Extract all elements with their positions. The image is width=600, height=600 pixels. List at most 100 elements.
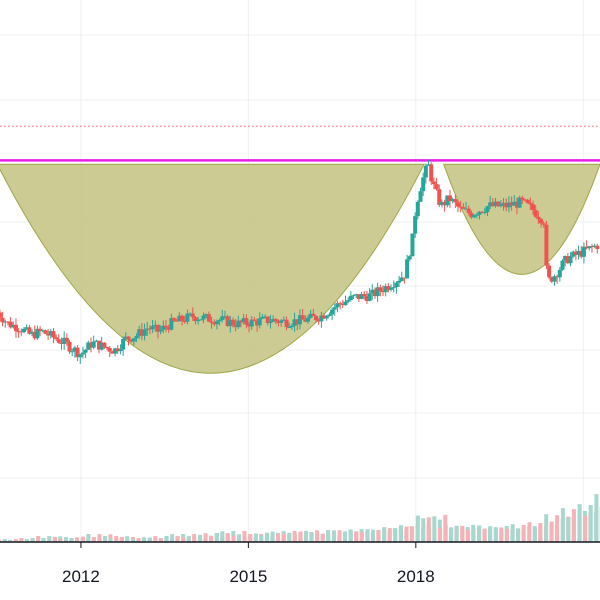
candle-body: [38, 328, 43, 331]
candle-body: [359, 293, 364, 299]
candle-body: [555, 276, 560, 278]
volume-bar: [454, 525, 459, 542]
volume-bar: [337, 530, 342, 542]
candle-body: [11, 324, 16, 328]
volume-bar: [594, 494, 599, 542]
candle-body: [225, 316, 230, 327]
candle-body: [544, 224, 549, 266]
candle-body: [276, 320, 281, 323]
candle-body: [541, 223, 546, 225]
candle-body: [134, 335, 139, 339]
volume-bar: [276, 533, 281, 542]
volume-bar: [449, 527, 454, 542]
volume-bars: [0, 494, 600, 542]
candle-body: [397, 280, 402, 283]
candle-body: [158, 329, 163, 332]
candle-body: [370, 289, 375, 294]
candle-body: [35, 328, 40, 339]
volume-bar: [64, 539, 69, 542]
volume-bar: [103, 536, 108, 542]
candle-body: [271, 319, 276, 322]
volume-bar: [181, 537, 186, 542]
candle-body: [67, 341, 72, 352]
candle-body: [485, 206, 490, 212]
candle-body: [204, 314, 209, 316]
candle-body: [212, 322, 217, 325]
candle-body: [201, 315, 206, 320]
candle-body: [13, 324, 18, 332]
candle-body: [410, 233, 415, 257]
candle-body: [338, 303, 343, 305]
volume-bar: [493, 528, 498, 542]
candle-body: [247, 324, 252, 327]
candle-body: [75, 347, 80, 358]
candle-body: [300, 315, 305, 320]
candle-body: [265, 316, 270, 324]
volume-bar: [75, 539, 80, 542]
candle-body: [474, 214, 479, 216]
candle-body: [480, 211, 485, 213]
volume-bar: [382, 527, 387, 542]
volume-bar: [220, 531, 225, 542]
volume-bar: [119, 537, 124, 542]
candle-body: [59, 342, 64, 344]
volume-bar: [142, 539, 147, 542]
volume-bar: [443, 524, 448, 542]
candle-body: [142, 329, 147, 336]
volume-bar: [214, 533, 219, 542]
volume-bar: [2, 539, 7, 542]
volume-bar: [521, 525, 526, 542]
candle-body: [287, 326, 292, 328]
candle-body: [466, 208, 471, 213]
candle-body: [273, 319, 278, 321]
candle-body: [131, 338, 136, 342]
cup-pattern-shape: [0, 163, 426, 374]
candle-body: [206, 314, 211, 322]
candle-body: [346, 300, 351, 302]
candle-body: [458, 206, 463, 208]
volume-bar: [131, 539, 136, 542]
volume-bar: [583, 515, 588, 542]
candle-body: [568, 256, 573, 264]
candle-body: [501, 202, 506, 205]
candle-body: [372, 289, 377, 297]
candle-body: [83, 349, 88, 353]
volume-bar: [265, 532, 270, 542]
candle-body: [255, 320, 260, 326]
candle-body: [407, 256, 412, 260]
candle-body: [378, 287, 383, 292]
volume-bar: [114, 538, 119, 542]
volume-bar: [387, 528, 392, 542]
volume-bar: [315, 534, 320, 542]
candle-body: [504, 202, 509, 208]
candle-body: [335, 303, 340, 308]
candle-body: [429, 164, 434, 182]
candle-body: [110, 351, 115, 354]
volume-bar: [538, 522, 543, 542]
candle-body: [528, 202, 533, 205]
candle-body: [220, 316, 225, 320]
x-tick-label: 2018: [397, 567, 435, 586]
candle-body: [490, 202, 495, 206]
candle-body: [263, 316, 268, 318]
candle-body: [305, 317, 310, 322]
candle-body: [539, 219, 544, 224]
candle-body: [367, 293, 372, 301]
volume-bar: [86, 534, 91, 542]
candle-body: [169, 318, 174, 330]
volume-bar: [343, 531, 348, 542]
candle-body: [314, 315, 319, 321]
volume-bar: [203, 533, 208, 542]
volume-bar: [426, 526, 431, 542]
candle-body: [386, 286, 391, 290]
volume-bar: [108, 534, 113, 542]
candle-body: [589, 246, 594, 248]
candle-body: [439, 201, 444, 205]
candle-body: [380, 291, 385, 293]
candle-body: [525, 199, 530, 203]
candle-body: [214, 321, 219, 325]
candle-body: [348, 295, 353, 301]
volume-bar: [371, 529, 376, 542]
